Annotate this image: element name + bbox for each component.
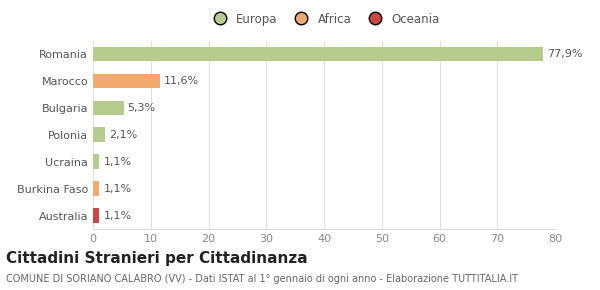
Bar <box>93 74 160 88</box>
Bar <box>93 47 543 61</box>
Bar <box>93 181 100 196</box>
Bar <box>93 127 105 142</box>
Text: 77,9%: 77,9% <box>547 49 583 59</box>
Text: Cittadini Stranieri per Cittadinanza: Cittadini Stranieri per Cittadinanza <box>6 251 308 266</box>
Text: 11,6%: 11,6% <box>164 76 199 86</box>
Bar <box>93 154 100 169</box>
Text: 1,1%: 1,1% <box>103 211 131 221</box>
Text: 2,1%: 2,1% <box>109 130 137 140</box>
Text: COMUNE DI SORIANO CALABRO (VV) - Dati ISTAT al 1° gennaio di ogni anno - Elabora: COMUNE DI SORIANO CALABRO (VV) - Dati IS… <box>6 274 518 284</box>
Legend: Europa, Africa, Oceania: Europa, Africa, Oceania <box>208 12 440 26</box>
Text: 1,1%: 1,1% <box>103 184 131 194</box>
Text: 5,3%: 5,3% <box>128 103 156 113</box>
Text: 1,1%: 1,1% <box>103 157 131 167</box>
Bar <box>93 208 100 223</box>
Bar <box>93 101 124 115</box>
